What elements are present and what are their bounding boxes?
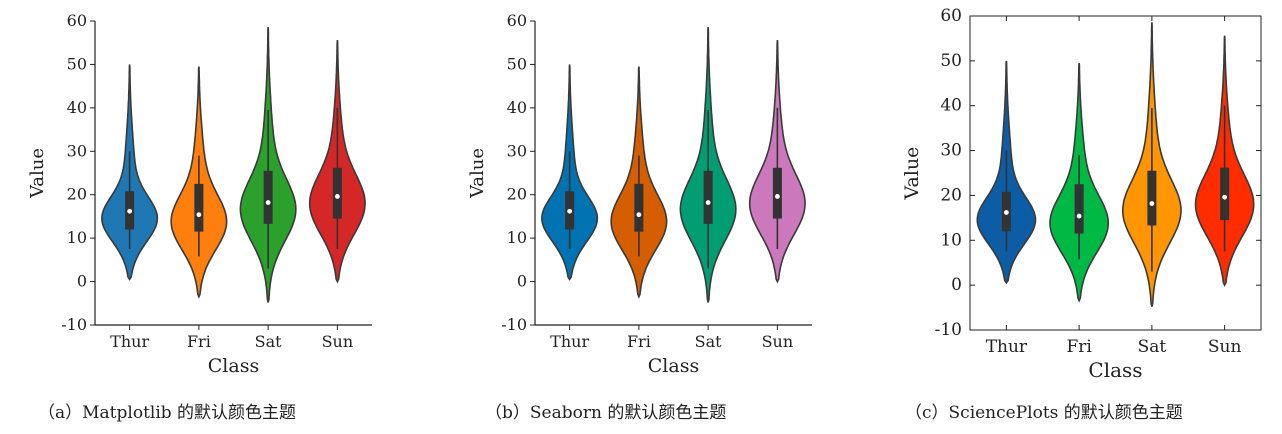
chart-panel-1: -10 0 10 20 30 40 50 60 Value Class Thur Fri Sat Sun: [467, 11, 812, 377]
chart-panel-2: -10 0 10 20 30 40 50 60 Value Class Thur Fri Sat Sun: [901, 6, 1261, 382]
violin-iqr-box-sun: [1220, 168, 1229, 220]
violin-median-sat: [706, 200, 711, 205]
y-tick-label: 30: [67, 141, 87, 160]
chart-panel-0: -10 0 10 20 30 40 50 60 Value Class Thur Fri Sat Sun: [27, 11, 372, 377]
y-tick-label: -10: [61, 315, 87, 334]
y-tick-label: 60: [67, 11, 87, 30]
x-tick-label-thur: Thur: [986, 337, 1028, 357]
y-tick-label: 20: [67, 185, 87, 204]
x-tick-label-sun: Sun: [762, 332, 794, 351]
y-tick-label: 0: [77, 272, 87, 291]
y-tick-label: -10: [501, 315, 527, 334]
violin-iqr-box-fri: [194, 184, 203, 232]
y-tick-label: 50: [67, 54, 87, 73]
violin-median-sun: [775, 194, 780, 199]
y-tick-label: 10: [507, 228, 527, 247]
violin-iqr-box-sat: [264, 171, 273, 224]
y-tick-label: 60: [507, 11, 527, 30]
caption-c: （c）SciencePlots 的默认颜色主题: [905, 398, 1183, 423]
y-axis-label: Value: [27, 148, 48, 199]
y-tick-label: 40: [67, 98, 87, 117]
violin-median-sun: [1222, 195, 1227, 200]
y-tick-label: -10: [935, 320, 962, 340]
y-tick-label: 30: [940, 141, 962, 161]
y-tick-label: 10: [940, 230, 962, 250]
y-tick-label: 0: [951, 275, 962, 295]
caption-b: （b）Seaborn 的默认颜色主题: [485, 398, 726, 423]
violin-median-fri: [1077, 214, 1082, 219]
violin-median-thur: [1004, 210, 1009, 215]
y-axis-label: Value: [901, 147, 923, 201]
y-tick-label: 40: [507, 98, 527, 117]
violin-median-sat: [1149, 201, 1154, 206]
violin-iqr-box-sun: [773, 168, 782, 219]
y-tick-label: 20: [940, 185, 962, 205]
violin-iqr-box-sat: [704, 171, 713, 224]
violin-iqr-box-sun: [333, 168, 342, 219]
y-axis-label: Value: [467, 148, 488, 199]
y-tick-label: 50: [940, 51, 962, 71]
violin-median-fri: [636, 212, 641, 217]
x-tick-label-thur: Thur: [550, 332, 589, 351]
violin-iqr-box-sat: [1147, 171, 1156, 226]
x-tick-label-fri: Fri: [187, 332, 211, 351]
y-tick-label: 0: [517, 272, 527, 291]
violin-iqr-box-fri: [634, 184, 643, 232]
y-tick-label: 40: [940, 96, 962, 116]
y-tick-label: 10: [67, 228, 87, 247]
x-tick-label-sun: Sun: [1208, 337, 1242, 357]
violin-median-sat: [266, 200, 271, 205]
caption-a: （a）Matplotlib 的默认颜色主题: [38, 398, 296, 423]
x-tick-label-sun: Sun: [322, 332, 354, 351]
y-tick-label: 20: [507, 185, 527, 204]
violin-median-thur: [127, 209, 132, 214]
x-tick-label-sat: Sat: [695, 332, 723, 351]
x-axis-label: Class: [648, 355, 699, 377]
y-tick-label: 60: [940, 6, 962, 26]
y-tick-label: 30: [507, 141, 527, 160]
violin-median-fri: [196, 212, 201, 217]
y-tick-label: 50: [507, 54, 527, 73]
x-tick-label-sat: Sat: [255, 332, 283, 351]
x-axis-label: Class: [208, 355, 259, 377]
violin-iqr-box-fri: [1075, 184, 1084, 233]
x-tick-label-thur: Thur: [110, 332, 149, 351]
x-tick-label-fri: Fri: [1066, 337, 1092, 357]
violin-median-sun: [335, 194, 340, 199]
x-tick-label-fri: Fri: [627, 332, 651, 351]
violin-median-thur: [567, 209, 572, 214]
x-tick-label-sat: Sat: [1138, 337, 1167, 357]
x-axis-label: Class: [1088, 358, 1142, 382]
